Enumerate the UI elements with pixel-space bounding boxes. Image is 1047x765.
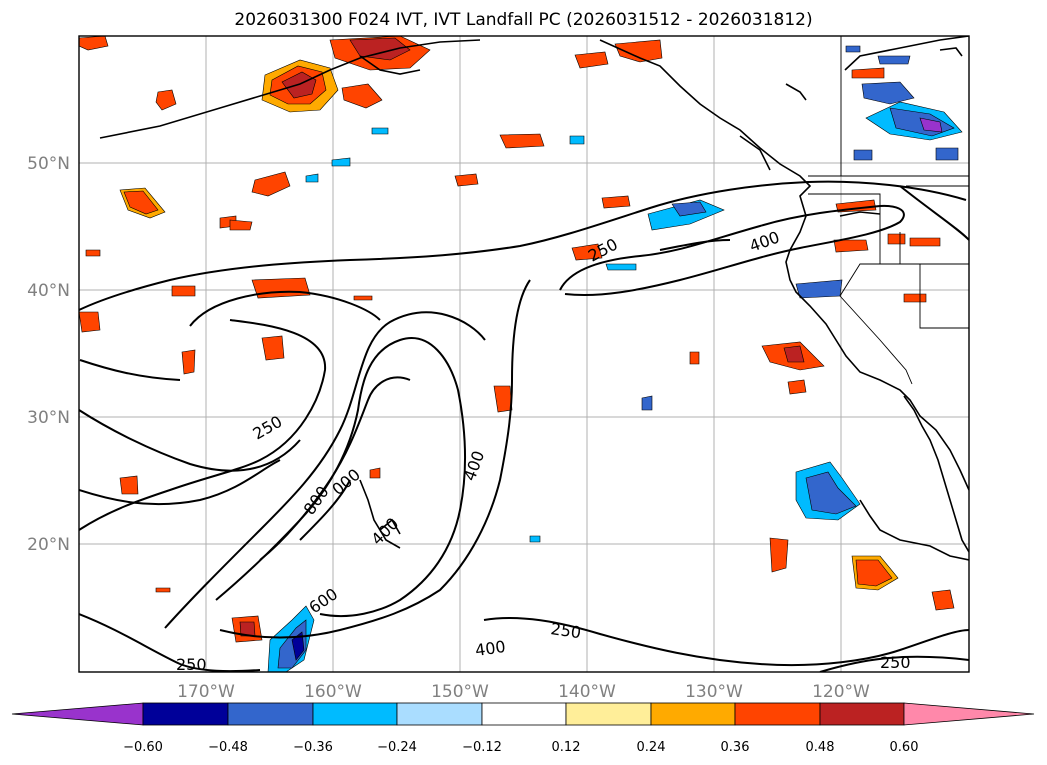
longitude-labels: 170°W 160°W 150°W 140°W 130°W 120°W	[177, 682, 870, 702]
lat-label-40: 40°N	[27, 281, 70, 301]
lon-label-120: 120°W	[812, 682, 870, 702]
lon-label-160: 160°W	[304, 682, 362, 702]
colorbar-tick-10: 0.60	[890, 740, 919, 755]
contour-label-4: 250	[176, 655, 207, 674]
colorbar-extend-high	[903, 702, 1035, 726]
lat-label-30: 30°N	[27, 408, 70, 428]
map-frame	[78, 35, 970, 673]
colorbar-bin-8	[734, 702, 821, 726]
negative-anomaly-areas	[267, 45, 963, 672]
colorbar-bin-1	[142, 702, 229, 726]
colorbar-tick-7: 0.24	[637, 740, 666, 755]
colorbar-bin-4	[396, 702, 483, 726]
colorbar-bin-6	[565, 702, 652, 726]
colorbar-bin-9	[819, 702, 905, 726]
colorbar-ticks: −0.60 −0.48 −0.36 −0.24 −0.12 0.12 0.24 …	[123, 740, 918, 755]
colorbar-bin-7	[650, 702, 736, 726]
contour-label-5: 250	[880, 653, 911, 672]
colorbar	[11, 702, 1035, 726]
lon-label-170: 170°W	[177, 682, 235, 702]
lon-label-130: 130°W	[685, 682, 743, 702]
colorbar-tick-9: 0.48	[806, 740, 835, 755]
ivt-contours	[79, 180, 969, 672]
colorbar-tick-2: −0.48	[208, 740, 248, 755]
colorbar-tick-4: −0.24	[377, 740, 417, 755]
colorbar-tick-1: −0.60	[123, 740, 163, 755]
lon-label-140: 140°W	[558, 682, 616, 702]
map-title: 2026031300 F024 IVT, IVT Landfall PC (20…	[234, 10, 813, 30]
colorbar-extend-low	[11, 702, 144, 726]
colorbar-tick-5: −0.12	[462, 740, 502, 755]
political-borders	[808, 36, 969, 385]
lat-label-20: 20°N	[27, 535, 70, 555]
contour-label-8: 400	[474, 637, 507, 660]
colorbar-bin-2	[227, 702, 314, 726]
lon-label-150: 150°W	[431, 682, 489, 702]
colorbar-tick-8: 0.36	[721, 740, 750, 755]
colorbar-bin-3	[312, 702, 398, 726]
latitude-labels: 50°N 40°N 30°N 20°N	[27, 154, 70, 555]
contour-label-3: 250	[549, 619, 582, 642]
colorbar-tick-3: −0.36	[293, 740, 333, 755]
colorbar-bin-5	[481, 702, 567, 726]
coastlines	[99, 36, 969, 561]
lat-label-50: 50°N	[27, 154, 70, 174]
colorbar-tick-6: 0.12	[552, 740, 581, 755]
